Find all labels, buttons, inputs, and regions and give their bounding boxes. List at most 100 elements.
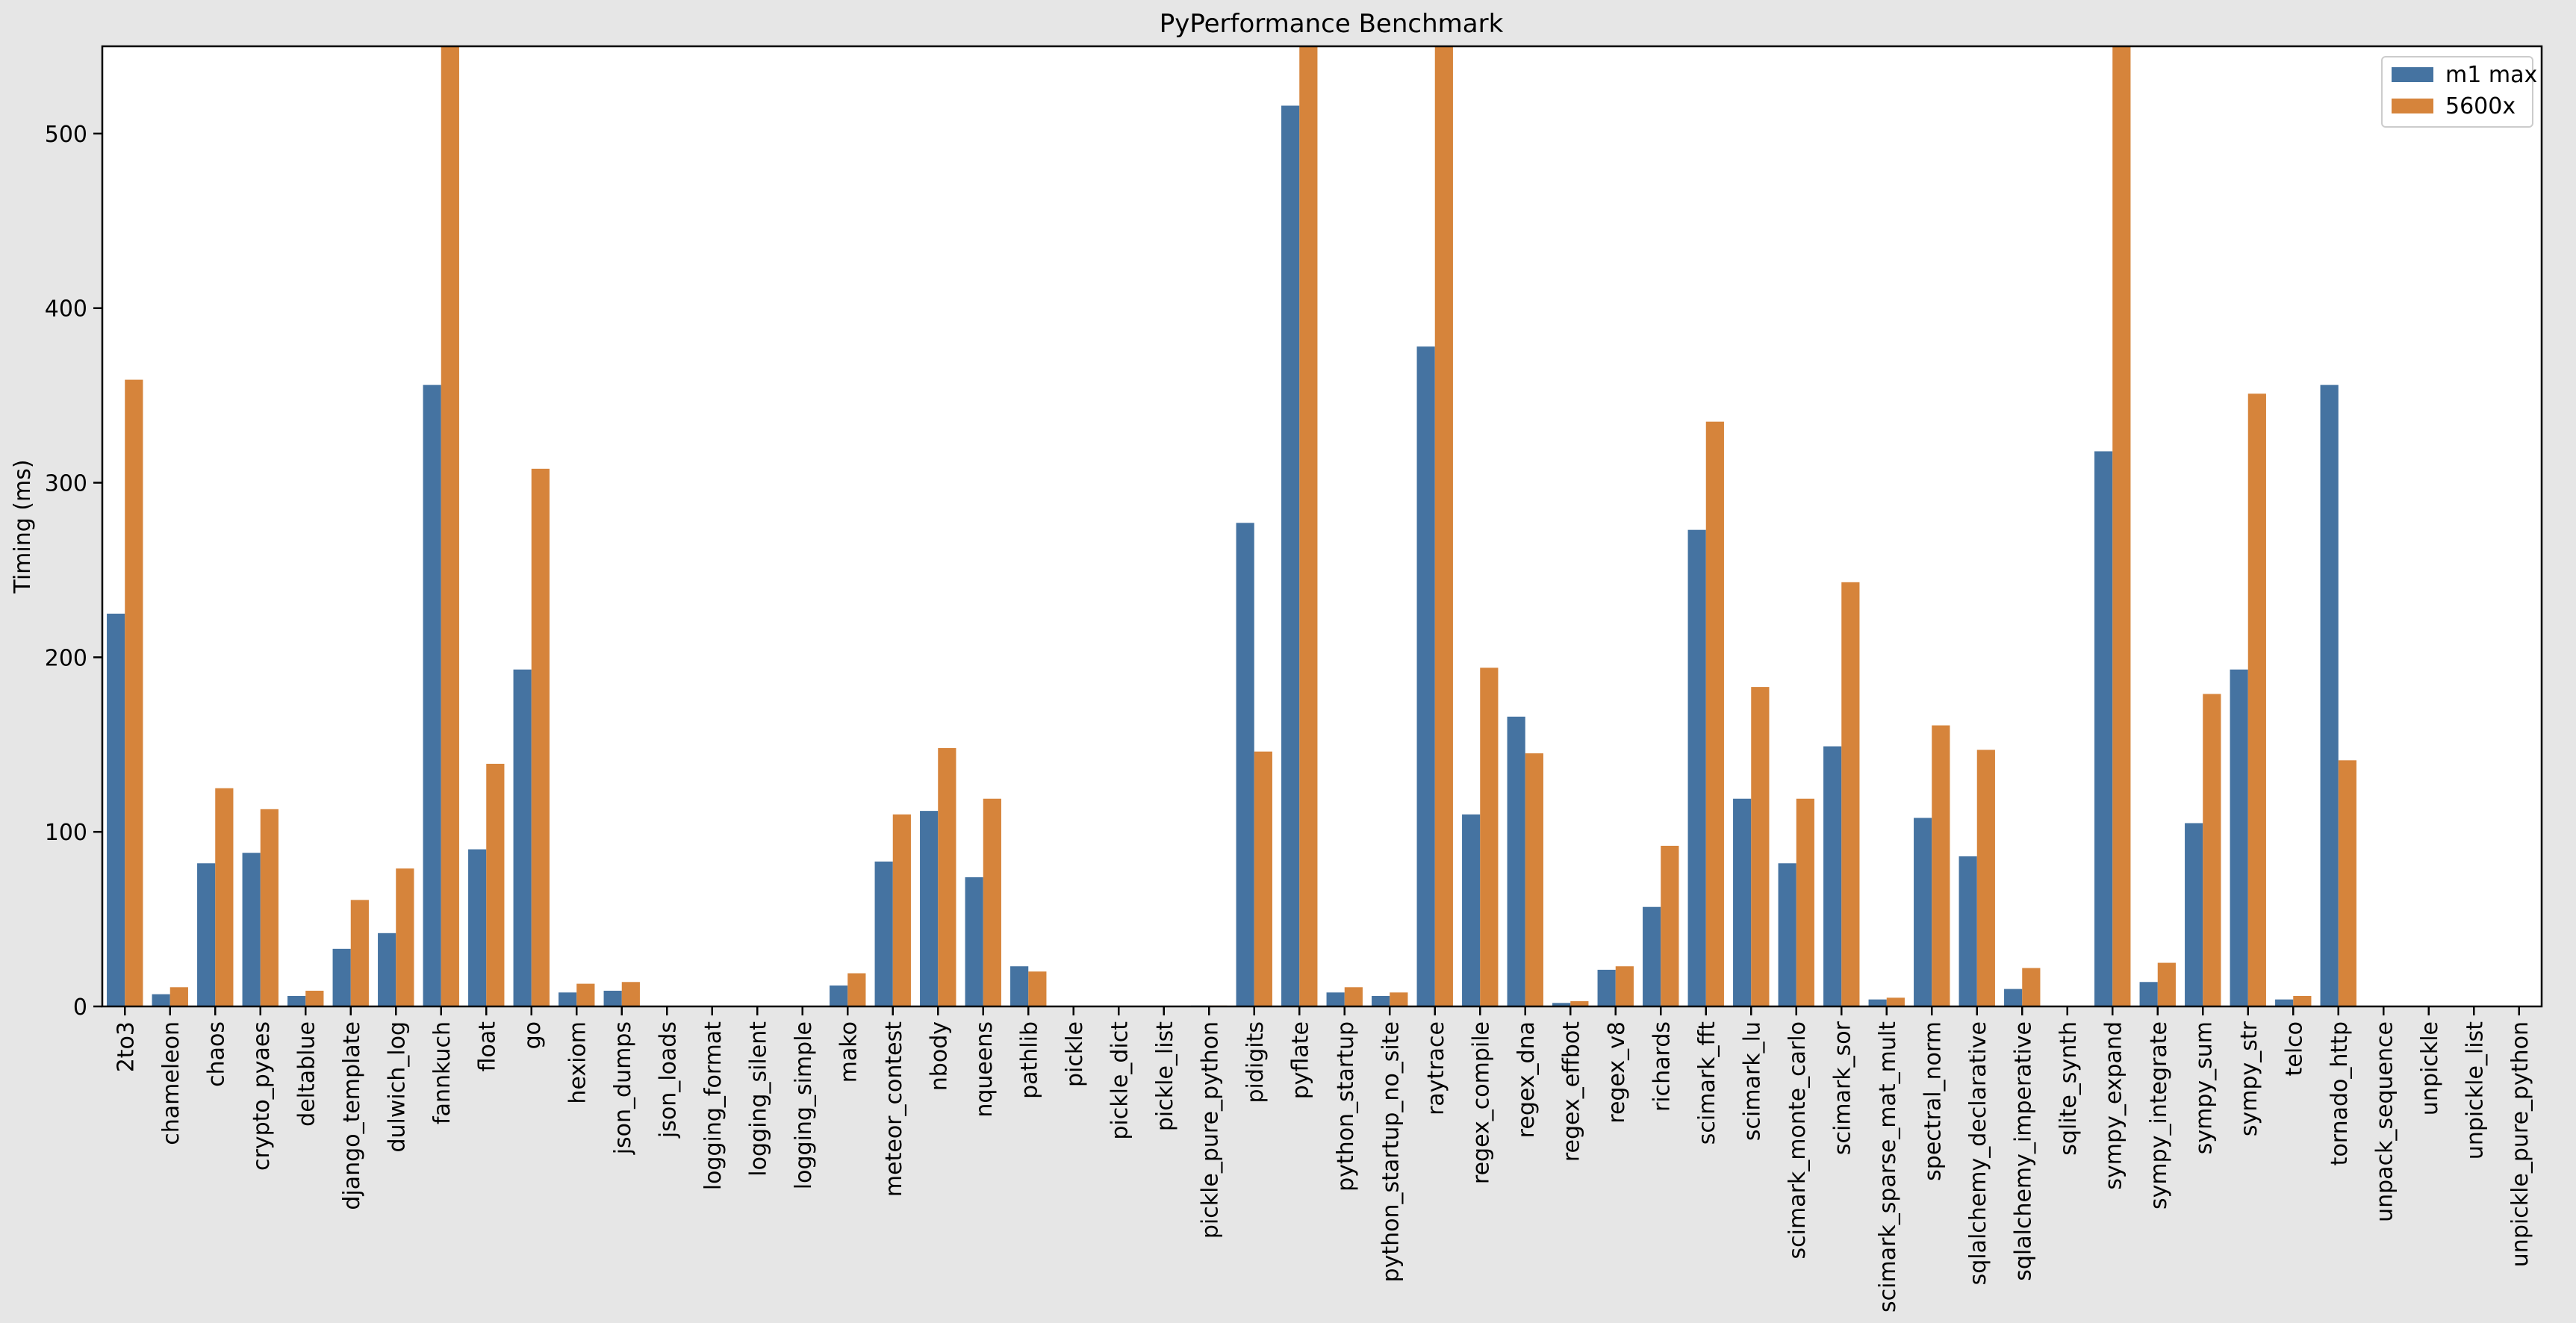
bar-m1-max-sympy-integrate: [2140, 982, 2158, 1006]
bar-m1-max-deltablue: [287, 996, 305, 1006]
x-tick-label-sqlalchemy-declarative: sqlalchemy_declarative: [1965, 1021, 1991, 1285]
x-tick-label-unpickle: unpickle: [2417, 1021, 2443, 1115]
bar-m1-max-regex-v8: [1598, 970, 1616, 1006]
bar-5600x-regex-compile: [1480, 667, 1498, 1006]
bar-5600x-python-startup-no-site: [1390, 992, 1407, 1006]
x-tick-label-scimark-fft: scimark_fft: [1694, 1021, 1720, 1145]
bar-m1-max-float: [468, 850, 486, 1006]
x-tick-label-deltablue: deltablue: [293, 1021, 320, 1127]
bar-5600x-pidigits: [1254, 752, 1272, 1006]
legend-swatch-5600x: [2392, 99, 2433, 113]
bar-m1-max-go: [514, 670, 532, 1006]
bar-m1-max-scimark-monte-carlo: [1779, 863, 1796, 1006]
x-tick-label-telco: telco: [2281, 1021, 2307, 1076]
x-tick-label-float: float: [474, 1021, 500, 1072]
x-tick-label-regex-dna: regex_dna: [1513, 1021, 1540, 1138]
x-tick-label-dulwich-log: dulwich_log: [384, 1021, 410, 1153]
bar-5600x-telco: [2293, 996, 2311, 1006]
bar-m1-max-scimark-sor: [1823, 747, 1841, 1006]
x-tick-label-pidigits: pidigits: [1242, 1021, 1269, 1103]
x-tick-label-crypto-pyaes: crypto_pyaes: [249, 1021, 275, 1171]
x-tick-label-go: go: [520, 1021, 546, 1049]
legend-swatch-m1-max: [2392, 67, 2433, 82]
x-tick-label-regex-effbot: regex_effbot: [1558, 1021, 1584, 1162]
x-tick-label-scimark-sor: scimark_sor: [1829, 1021, 1855, 1155]
bar-5600x-richards: [1661, 846, 1679, 1006]
bar-m1-max-hexiom: [559, 992, 576, 1006]
bar-m1-max-sympy-expand: [2094, 451, 2112, 1006]
bar-m1-max-nqueens: [965, 877, 983, 1006]
x-tick-label-chameleon: chameleon: [158, 1021, 184, 1145]
bar-5600x-scimark-lu: [1751, 687, 1769, 1006]
x-tick-label-raytrace: raytrace: [1423, 1021, 1449, 1115]
x-tick-label-unpickle-pure-python: unpickle_pure_python: [2507, 1021, 2533, 1267]
bar-5600x-chaos: [215, 788, 233, 1006]
x-tick-label-unpickle-list: unpickle_list: [2462, 1021, 2488, 1159]
x-tick-label-scimark-sparse-mat-mult: scimark_sparse_mat_mult: [1875, 1021, 1901, 1313]
bar-m1-max-chameleon: [152, 994, 170, 1006]
bar-5600x-meteor-contest: [893, 815, 911, 1006]
x-tick-label-regex-v8: regex_v8: [1604, 1021, 1630, 1124]
bar-m1-max-richards: [1643, 907, 1661, 1006]
bar-5600x-regex-v8: [1616, 966, 1634, 1006]
bar-5600x-hexiom: [576, 984, 594, 1006]
y-tick-label: 400: [45, 296, 87, 323]
bar-5600x-json-dumps: [622, 982, 640, 1006]
x-tick-label-json-loads: json_loads: [655, 1021, 681, 1139]
bar-5600x-dulwich-log: [396, 868, 414, 1006]
bar-m1-max-django-template: [333, 949, 351, 1006]
bar-m1-max-chaos: [197, 863, 215, 1006]
bar-5600x-sympy-str: [2248, 393, 2266, 1006]
bar-m1-max-meteor-contest: [875, 862, 893, 1006]
x-tick-label-pickle-pure-python: pickle_pure_python: [1197, 1021, 1223, 1239]
x-tick-label-sympy-str: sympy_str: [2236, 1021, 2262, 1136]
bar-5600x-sympy-integrate: [2158, 963, 2176, 1006]
x-tick-label-sympy-expand: sympy_expand: [2100, 1021, 2127, 1190]
x-tick-label-richards: richards: [1649, 1021, 1675, 1112]
bar-5600x-deltablue: [305, 991, 323, 1006]
bar-m1-max-sympy-sum: [2185, 823, 2203, 1006]
bar-m1-max-raytrace: [1417, 346, 1435, 1006]
bar-5600x-raytrace: [1435, 46, 1453, 1006]
bar-5600x-django-template: [351, 900, 369, 1006]
bar-m1-max-regex-dna: [1508, 717, 1525, 1006]
bar-m1-max-telco: [2275, 1000, 2293, 1006]
x-tick-label-sqlalchemy-imperative: sqlalchemy_imperative: [2010, 1021, 2036, 1281]
bar-m1-max-dulwich-log: [378, 933, 396, 1006]
bar-m1-max-sqlalchemy-imperative: [2004, 989, 2022, 1006]
bar-m1-max-json-dumps: [604, 991, 622, 1006]
x-tick-label-sqlite-synth: sqlite_synth: [2056, 1021, 2082, 1156]
bar-5600x-pyflate: [1299, 46, 1317, 1006]
bar-5600x-go: [532, 469, 550, 1006]
bar-m1-max-sqlalchemy-declarative: [1959, 856, 1977, 1006]
x-axis: 2to3 chameleon chaos crypto_pyaes deltablue d…: [113, 1006, 2533, 1313]
x-tick-label-json-dumps: json_dumps: [610, 1021, 636, 1155]
bar-m1-max-sympy-str: [2230, 670, 2248, 1006]
x-tick-label-nbody: nbody: [926, 1021, 952, 1091]
bar-5600x-mako: [847, 974, 865, 1006]
y-axis-label: Timing (ms): [10, 459, 36, 594]
legend: m1 max 5600x: [2382, 57, 2537, 127]
x-tick-label-unpack-sequence: unpack_sequence: [2371, 1021, 2398, 1222]
x-tick-label-chaos: chaos: [203, 1021, 229, 1087]
bar-5600x-fannkuch: [441, 46, 459, 1006]
y-tick-label: 200: [45, 645, 87, 671]
x-tick-label-logging-format: logging_format: [700, 1021, 727, 1190]
bar-m1-max-spectral-norm: [1914, 818, 1932, 1006]
x-tick-label-python-startup: python_startup: [1333, 1021, 1359, 1192]
bar-m1-max-mako: [830, 986, 847, 1006]
legend-label-m1-max: m1 max: [2445, 62, 2537, 88]
bar-5600x-crypto-pyaes: [261, 809, 279, 1006]
bar-m1-max-python-startup: [1327, 992, 1345, 1006]
x-tick-label-scimark-lu: scimark_lu: [1739, 1021, 1765, 1141]
x-tick-label-sympy-integrate: sympy_integrate: [2146, 1021, 2172, 1210]
y-tick-label: 100: [45, 820, 87, 846]
x-tick-label-logging-simple: logging_simple: [791, 1021, 817, 1189]
x-tick-label-2to3: 2to3: [113, 1021, 139, 1072]
x-tick-label-pickle-list: pickle_list: [1152, 1021, 1178, 1131]
x-tick-label-python-startup-no-site: python_startup_no_site: [1378, 1021, 1404, 1282]
bar-m1-max-2to3: [107, 614, 125, 1006]
bar-m1-max-pathlib: [1010, 966, 1028, 1006]
